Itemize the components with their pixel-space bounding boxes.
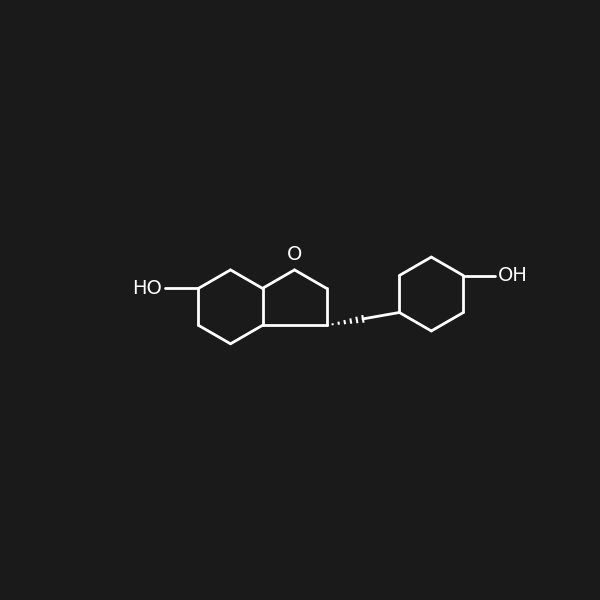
Text: O: O <box>287 245 302 265</box>
Text: HO: HO <box>132 279 162 298</box>
Text: OH: OH <box>498 266 528 285</box>
